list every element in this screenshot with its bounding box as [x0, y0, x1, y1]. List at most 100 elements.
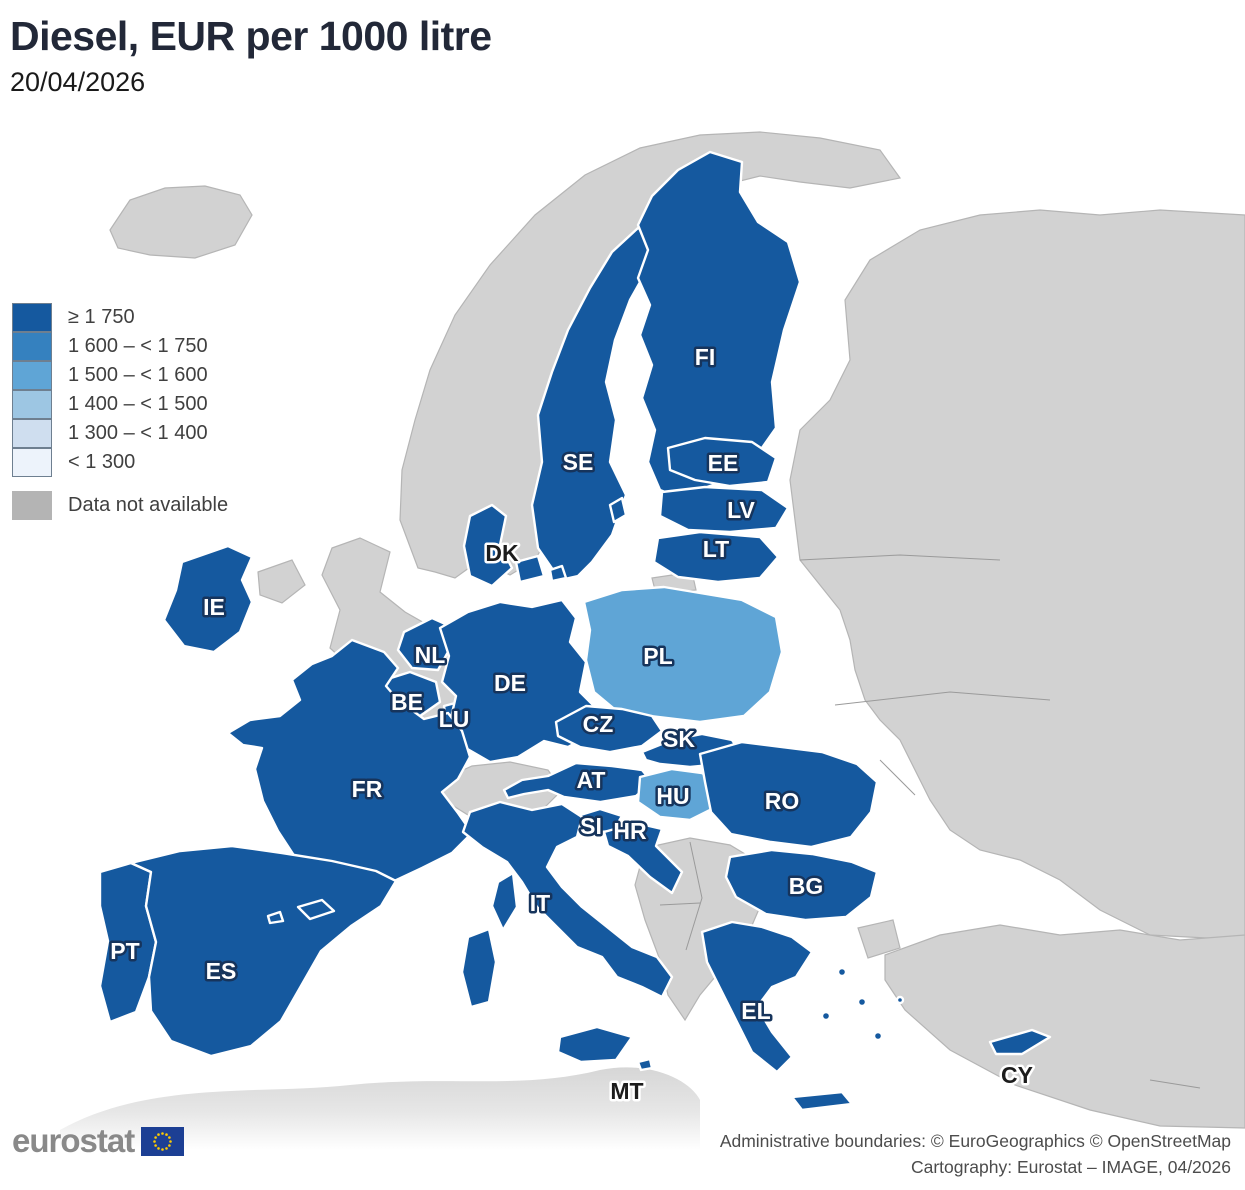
country-label-fr: FR	[352, 776, 383, 802]
country-shape-sardinia	[460, 927, 498, 1009]
attribution: Administrative boundaries: © EuroGeograp…	[720, 1128, 1231, 1181]
country-label-sk: SK	[663, 726, 695, 752]
country-label-lv: LV	[727, 497, 755, 523]
legend-label: ≥ 1 750	[68, 306, 135, 328]
country-labels: FI SE EE LV LT DK IE NL BE LU DE PL CZ S…	[108, 342, 1036, 1107]
legend-row: ≥ 1 750	[12, 303, 228, 332]
land-iceland	[109, 185, 253, 259]
legend-no-data-label: Data not available	[68, 494, 229, 516]
attribution-line2: Cartography: Eurostat – IMAGE, 04/2026	[910, 1156, 1231, 1177]
eurostat-logo-text: eurostat	[12, 1122, 135, 1159]
title-block: Diesel, EUR per 1000 litre 20/04/2026	[10, 13, 492, 98]
legend-row: 1 300 – < 1 400	[12, 418, 228, 448]
country-label-es: ES	[206, 958, 237, 984]
country-label-be: BE	[391, 689, 423, 715]
country-shape-lt	[652, 530, 780, 584]
legend-row: 1 400 – < 1 500	[12, 389, 228, 419]
country-label-se: SE	[563, 449, 594, 475]
country-shape-ro	[698, 740, 879, 849]
legend-swatch-c1	[12, 303, 52, 332]
country-shape-ie	[162, 544, 254, 654]
country-label-at: AT	[577, 767, 606, 793]
legend-no-data-row: Data not available	[12, 491, 228, 520]
country-shape-cz	[554, 704, 664, 754]
legend-swatch-c2	[12, 331, 52, 361]
eu-flag-icon	[141, 1126, 185, 1156]
legend-label: 1 300 – < 1 400	[68, 422, 208, 444]
map-date: 20/04/2026	[10, 67, 146, 98]
country-label-fi: FI	[695, 344, 715, 370]
country-label-si: SI	[580, 813, 602, 839]
country-label-it: IT	[530, 890, 550, 916]
land-northern-ireland	[257, 559, 306, 604]
legend-label: 1 500 – < 1 600	[68, 364, 208, 386]
country-shape-corsica	[490, 871, 519, 932]
country-shape-it	[461, 800, 674, 999]
country-shape-si	[572, 807, 624, 835]
country-label-cz: CZ	[583, 711, 614, 737]
country-shape-balearics2	[266, 910, 285, 925]
land-turkey	[884, 924, 1245, 1129]
country-shape-pl	[582, 585, 784, 724]
country-label-pl: PL	[643, 643, 672, 669]
legend-swatch-no-data	[12, 491, 52, 520]
country-shape-dk-island2	[548, 564, 568, 583]
country-label-de: DE	[494, 670, 526, 696]
country-shape-sicily	[556, 1025, 634, 1064]
country-shape-mt	[636, 1057, 654, 1072]
country-label-hu: HU	[656, 783, 689, 809]
country-shape-aegean4	[820, 1010, 832, 1022]
page-title: Diesel, EUR per 1000 litre	[10, 13, 492, 59]
country-label-ie: IE	[203, 594, 225, 620]
gray-internal-borders	[659, 554, 1201, 1089]
country-label-bg: BG	[789, 873, 824, 899]
country-label-ee: EE	[708, 450, 739, 476]
country-label-hr: HR	[613, 818, 647, 844]
country-label-cy: CY	[1001, 1062, 1033, 1088]
country-label-mt: MT	[610, 1078, 643, 1104]
country-shape-aegean5	[895, 995, 905, 1005]
eurostat-logo: eurostat	[12, 1122, 185, 1160]
legend-swatch-c4	[12, 389, 52, 419]
legend-label: 1 600 – < 1 750	[68, 335, 208, 357]
country-shape-nl	[396, 616, 454, 672]
country-shape-aegean1	[836, 966, 848, 978]
country-shape-aegean3	[872, 1030, 884, 1042]
country-shape-ee	[666, 436, 778, 488]
country-shape-cy	[988, 1028, 1052, 1056]
legend-label: 1 400 – < 1 500	[68, 393, 208, 415]
country-label-lt: LT	[703, 536, 729, 562]
legend-swatch-c5	[12, 418, 52, 448]
country-shape-es	[129, 844, 398, 1058]
attribution-line1: Administrative boundaries: © EuroGeograp…	[719, 1130, 1231, 1151]
country-shape-gotland	[608, 496, 628, 524]
land-switzerland	[436, 761, 563, 821]
legend-row: < 1 300	[12, 447, 228, 477]
legend-label: < 1 300	[68, 451, 136, 473]
country-shape-crete	[790, 1090, 854, 1112]
country-shape-balearics	[296, 898, 336, 921]
legend-row: 1 500 – < 1 600	[12, 360, 228, 390]
country-label-el: EL	[741, 998, 770, 1024]
country-shape-dk	[462, 503, 514, 588]
country-shape-dk-islands	[514, 554, 546, 584]
country-shape-hr	[602, 821, 684, 895]
legend-row: 1 600 – < 1 750	[12, 331, 228, 361]
country-label-pt: PT	[110, 938, 139, 964]
country-label-dk: DK	[485, 540, 519, 566]
country-shape-aegean2	[856, 996, 868, 1008]
legend-swatch-c3	[12, 360, 52, 390]
legend-swatch-c6	[12, 447, 52, 477]
country-shape-bg	[724, 848, 879, 922]
land-east-europe-russia	[789, 209, 1245, 941]
country-shape-lv	[658, 485, 790, 534]
land-turkey-thrace	[857, 919, 901, 959]
country-shape-el	[700, 920, 814, 1074]
country-label-lu: LU	[439, 706, 470, 732]
legend: ≥ 1 750 1 600 – < 1 750 1 500 – < 1 600 …	[12, 303, 228, 520]
land-north-africa	[60, 1067, 700, 1150]
eu-countries	[98, 150, 1052, 1112]
country-label-nl: NL	[415, 642, 446, 668]
